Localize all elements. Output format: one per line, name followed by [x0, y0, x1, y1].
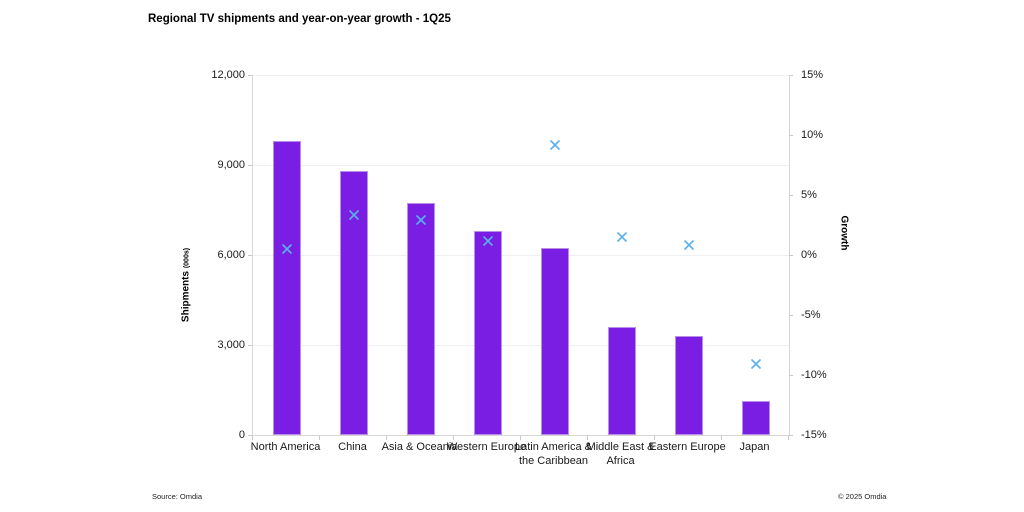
right-axis-tick-label: -10%: [801, 369, 827, 381]
x-axis-category-label: Latin America & the Caribbean: [514, 441, 593, 468]
right-axis-tick: [789, 75, 793, 76]
x-axis-category-label: Western Europe: [446, 441, 527, 453]
growth-marker: [347, 209, 360, 222]
right-axis-tick-label: 5%: [801, 189, 817, 201]
x-marker-icon: [415, 215, 426, 226]
right-axis-tick: [789, 375, 793, 376]
left-axis-title-sub: (000s): [183, 247, 191, 269]
growth-marker: [548, 138, 561, 151]
right-axis-tick-label: 10%: [801, 129, 824, 141]
left-axis-tick: [248, 435, 252, 436]
right-axis-title: Growth: [838, 215, 850, 251]
bar-eastern-europe: [674, 336, 703, 435]
right-axis-tick: [789, 435, 793, 436]
plot-area: [252, 75, 790, 436]
gridline: [253, 165, 789, 166]
x-marker-icon: [549, 139, 560, 150]
gridline: [253, 75, 789, 76]
x-axis-tick: [252, 436, 253, 440]
x-marker-icon: [683, 240, 694, 251]
x-axis-category-label: China: [338, 441, 367, 453]
left-axis-title-main: Shipments: [180, 270, 192, 323]
x-marker-icon: [482, 235, 493, 246]
bar-middle-east-africa: [607, 327, 636, 435]
x-marker-icon: [616, 231, 627, 243]
copyright-note: © 2025 Omdia: [838, 492, 887, 501]
bar-asia-oceania: [406, 202, 435, 435]
right-axis-tick-label: 0%: [801, 249, 817, 261]
chart-title: Regional TV shipments and year-on-year g…: [148, 13, 451, 25]
right-axis-tick-label: -15%: [801, 429, 827, 441]
bar-japan: [741, 400, 770, 435]
x-marker-icon: [281, 243, 292, 255]
x-axis-category-label: Japan: [739, 441, 770, 453]
left-axis-tick: [248, 255, 252, 256]
left-axis-tick: [248, 345, 252, 346]
right-axis-tick: [789, 255, 793, 256]
x-axis-tick: [453, 436, 454, 440]
left-axis-tick-label: 3,000: [217, 339, 245, 351]
left-axis-title: Shipments (000s): [181, 248, 192, 322]
bar-north-america: [272, 141, 301, 435]
growth-marker: [615, 231, 628, 244]
x-axis-tick: [654, 436, 655, 440]
right-axis-tick: [789, 135, 793, 136]
x-marker-icon: [348, 210, 359, 221]
x-axis-category-label: Middle East & Africa: [586, 441, 655, 468]
gridline: [253, 345, 789, 346]
right-axis-tick-label: -5%: [801, 309, 821, 321]
x-axis-tick: [386, 436, 387, 440]
x-axis-category-label: Eastern Europe: [649, 441, 726, 453]
left-axis-tick-label: 6,000: [217, 249, 245, 261]
x-axis-tick: [319, 436, 320, 440]
gridline: [253, 255, 789, 256]
growth-marker: [682, 239, 695, 252]
x-axis-category-label: Asia & Oceania: [381, 441, 458, 453]
right-axis-tick: [789, 315, 793, 316]
right-axis-tick-label: 15%: [801, 69, 824, 81]
source-note: Source: Omdia: [152, 492, 203, 501]
bar-western-europe: [473, 231, 502, 435]
x-axis-category-label: North America: [250, 441, 321, 453]
growth-marker: [481, 234, 494, 247]
growth-marker: [749, 358, 762, 371]
x-marker-icon: [750, 359, 761, 370]
left-axis-tick-label: 9,000: [217, 159, 245, 171]
left-axis-tick: [248, 165, 252, 166]
x-axis-tick: [721, 436, 722, 440]
left-axis-tick-label: 0: [238, 429, 245, 441]
left-axis-tick-label: 12,000: [211, 69, 245, 81]
growth-marker: [280, 243, 293, 256]
x-axis-tick: [788, 436, 789, 440]
bar-latin-america-the-caribbean: [540, 247, 569, 435]
right-axis-tick: [789, 195, 793, 196]
growth-marker: [414, 214, 427, 227]
x-axis-tick: [587, 436, 588, 440]
x-axis-tick: [520, 436, 521, 440]
left-axis-tick: [248, 75, 252, 76]
